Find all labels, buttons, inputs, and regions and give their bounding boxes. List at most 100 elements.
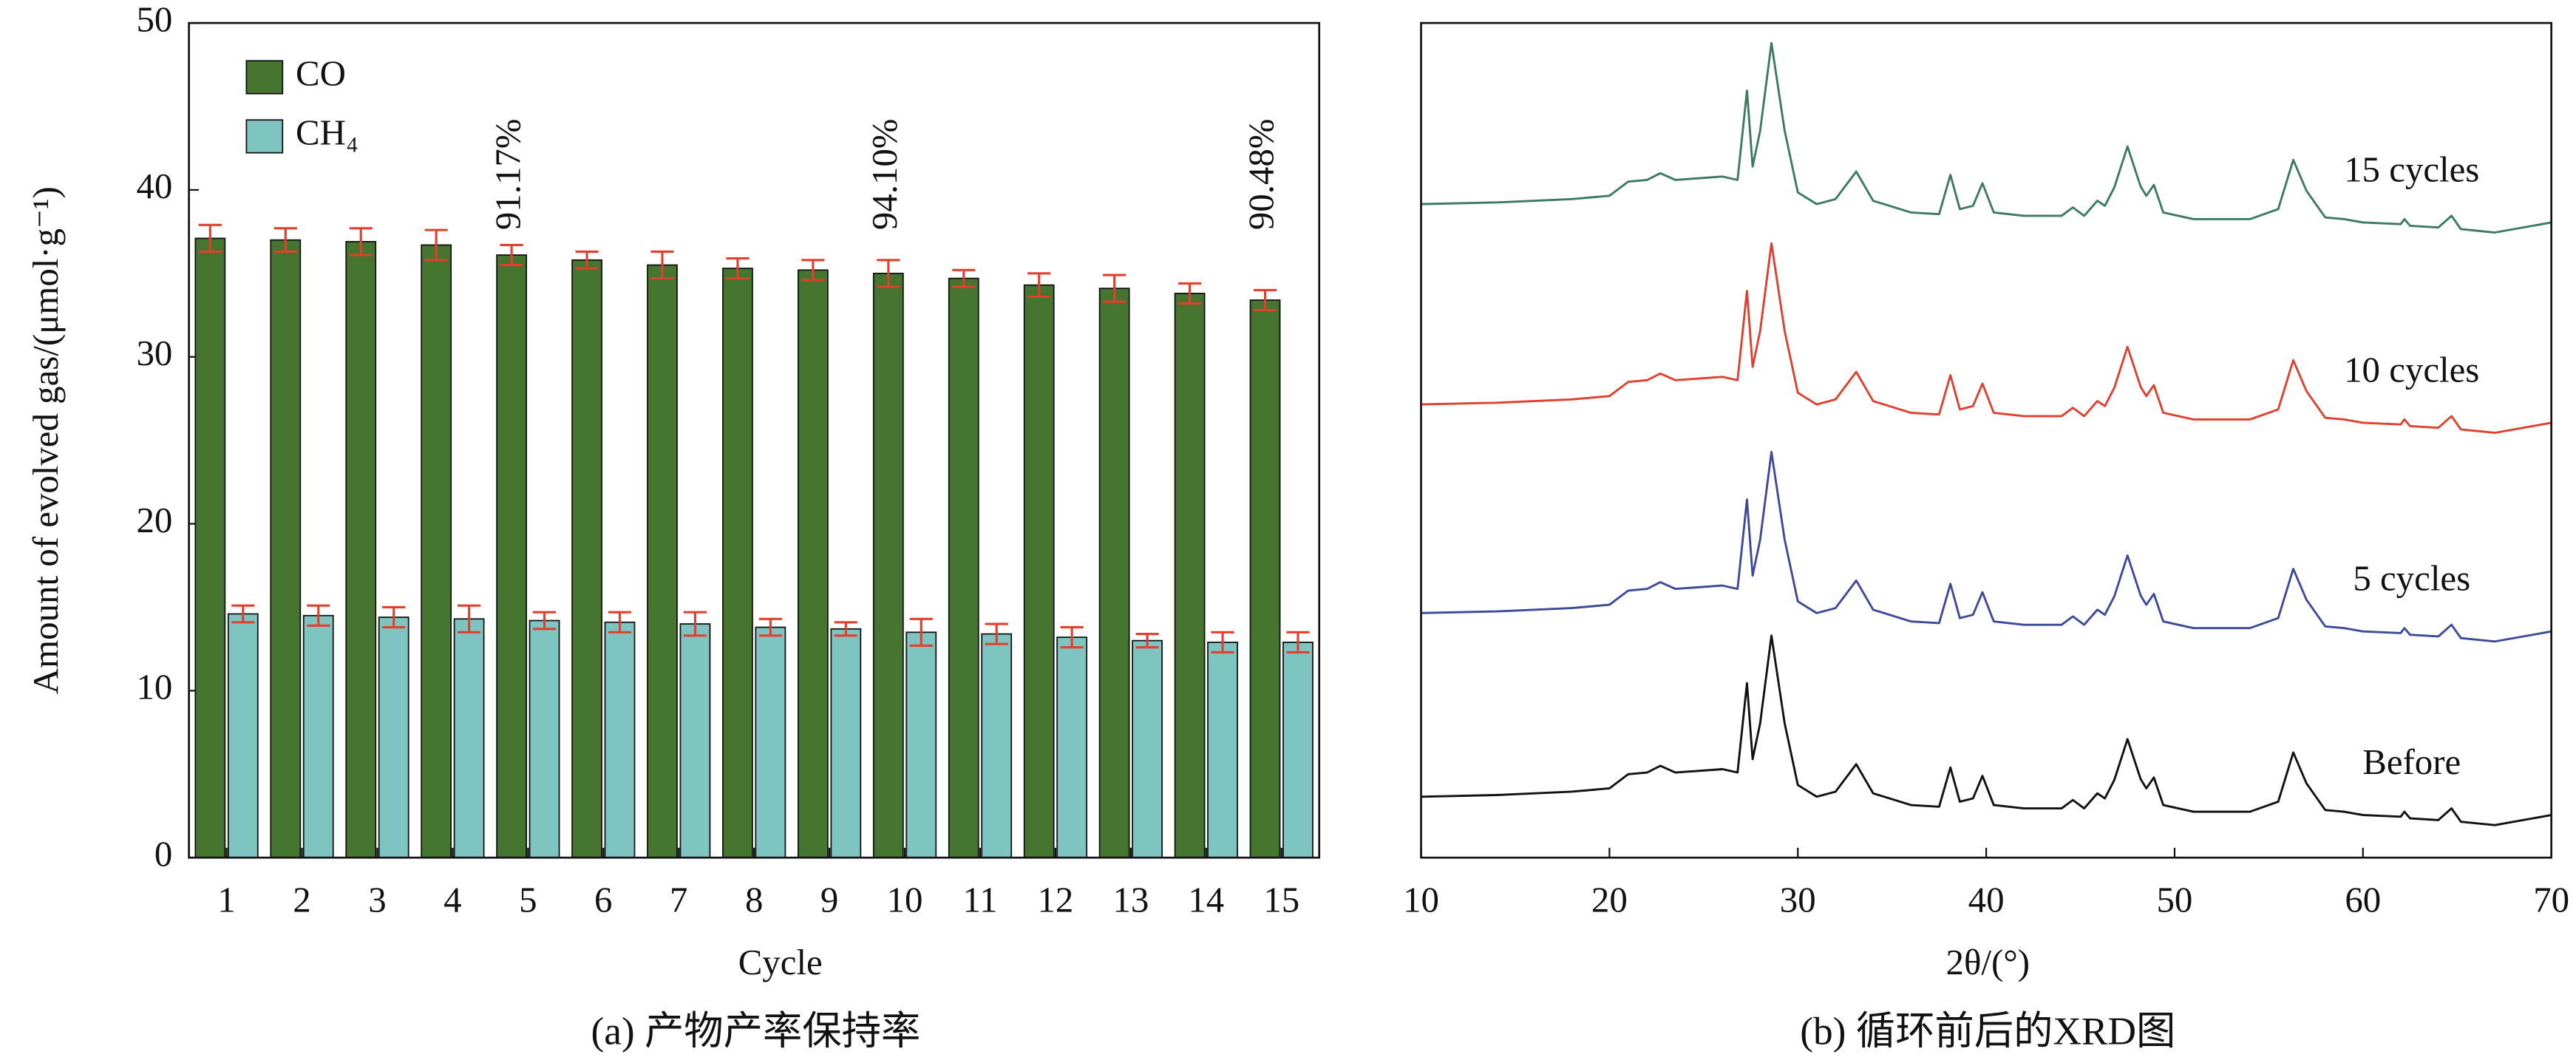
error-bar bbox=[1211, 631, 1234, 653]
bar bbox=[302, 614, 334, 859]
bar bbox=[1282, 641, 1314, 859]
bar bbox=[496, 254, 528, 859]
error-bar bbox=[952, 268, 976, 288]
x-tick-label: 2 bbox=[293, 880, 310, 920]
x-tick-label: 50 bbox=[2157, 880, 2193, 920]
error-bar bbox=[1135, 633, 1159, 649]
bar bbox=[1132, 639, 1163, 859]
bar bbox=[378, 617, 409, 859]
bar bbox=[604, 621, 636, 859]
caption: (a) 产物产率保持率 bbox=[591, 1008, 920, 1053]
bar bbox=[1023, 284, 1055, 859]
bar bbox=[529, 619, 560, 859]
x-tick-label: 13 bbox=[1112, 880, 1149, 920]
error-bar bbox=[1253, 288, 1277, 312]
error-bar bbox=[683, 611, 707, 637]
error-bar bbox=[877, 259, 900, 288]
error-bar bbox=[985, 622, 1008, 645]
error-bar bbox=[1178, 282, 1202, 305]
bar bbox=[345, 241, 377, 859]
bar bbox=[194, 237, 226, 859]
xrd-line bbox=[1421, 242, 2552, 434]
error-bar bbox=[500, 243, 523, 267]
error-bar bbox=[349, 227, 373, 257]
error-bar bbox=[650, 250, 674, 280]
bar bbox=[571, 259, 602, 859]
x-tick-label: 40 bbox=[1968, 880, 2005, 920]
bar bbox=[227, 613, 259, 859]
x-tick-label: 4 bbox=[444, 880, 461, 920]
x-tick-label: 70 bbox=[2533, 880, 2569, 920]
x-tick-label: 12 bbox=[1037, 880, 1073, 920]
y-tick-label: 30 bbox=[137, 333, 173, 373]
legend-label: CO bbox=[296, 53, 346, 94]
plot-frame bbox=[188, 21, 1321, 859]
bar bbox=[948, 277, 979, 859]
bar bbox=[1207, 641, 1238, 859]
error-bar bbox=[382, 605, 406, 629]
bar bbox=[1056, 636, 1088, 859]
caption: (b) 循环前后的XRD图 bbox=[1800, 1008, 2175, 1053]
bar bbox=[453, 618, 485, 859]
x-tick-label: 14 bbox=[1188, 880, 1224, 920]
bar bbox=[270, 239, 302, 859]
error-bar bbox=[726, 257, 750, 280]
bar bbox=[647, 264, 678, 859]
series-label: 10 cycles bbox=[2344, 349, 2479, 390]
error-bar bbox=[231, 604, 255, 624]
x-tick-label: 3 bbox=[368, 880, 386, 920]
y-axis-label: Amount of evolved gas/(μmol·g⁻¹) bbox=[25, 186, 66, 694]
x-tick-label: 6 bbox=[594, 880, 612, 920]
bar bbox=[421, 244, 452, 859]
error-bar bbox=[1103, 274, 1126, 303]
error-bar bbox=[758, 617, 782, 637]
error-bar bbox=[533, 611, 557, 631]
error-bar bbox=[1286, 631, 1310, 653]
series-label: 15 cycles bbox=[2344, 149, 2479, 189]
bar bbox=[872, 272, 904, 859]
error-bar bbox=[273, 227, 297, 254]
error-bar bbox=[1027, 272, 1051, 299]
x-tick-label: 9 bbox=[820, 880, 838, 920]
error-bar bbox=[608, 611, 632, 634]
x-tick-label: 15 bbox=[1263, 880, 1299, 920]
bar bbox=[905, 631, 937, 859]
legend-swatch bbox=[245, 60, 284, 95]
x-tick-label: 10 bbox=[1403, 880, 1439, 920]
bar bbox=[1098, 288, 1130, 859]
error-bar bbox=[424, 228, 448, 262]
x-tick-label: 20 bbox=[1591, 880, 1628, 920]
x-tick-label: 10 bbox=[887, 880, 923, 920]
x-tick-label: 5 bbox=[519, 880, 537, 920]
error-bar bbox=[909, 617, 933, 647]
x-tick-label: 11 bbox=[962, 880, 997, 920]
x-tick-label: 7 bbox=[670, 880, 687, 920]
error-bar bbox=[198, 223, 222, 254]
y-tick-label: 20 bbox=[137, 500, 173, 540]
x-tick-label: 30 bbox=[1780, 880, 1816, 920]
bar bbox=[722, 268, 753, 859]
x-tick-label: 1 bbox=[217, 880, 235, 920]
xrd-line bbox=[1421, 451, 2552, 643]
bar bbox=[679, 623, 711, 859]
error-bar bbox=[458, 604, 481, 634]
plot-frame bbox=[1420, 21, 2552, 859]
legend-label: CH₄ bbox=[296, 112, 358, 153]
bar bbox=[1174, 293, 1206, 859]
legend-swatch bbox=[245, 119, 284, 154]
y-tick-label: 0 bbox=[154, 833, 172, 874]
series-label: Before bbox=[2362, 741, 2461, 782]
xrd-line bbox=[1421, 634, 2552, 826]
x-tick-label: 60 bbox=[2345, 880, 2381, 920]
y-tick-label: 10 bbox=[137, 667, 173, 707]
annotation: 94.10% bbox=[864, 118, 905, 230]
xrd-line bbox=[1421, 41, 2552, 234]
error-bar bbox=[834, 621, 857, 637]
error-bar bbox=[801, 259, 825, 282]
error-bar bbox=[1060, 626, 1084, 649]
bar bbox=[830, 628, 862, 859]
error-bar bbox=[307, 604, 330, 627]
annotation: 90.48% bbox=[1241, 118, 1282, 230]
